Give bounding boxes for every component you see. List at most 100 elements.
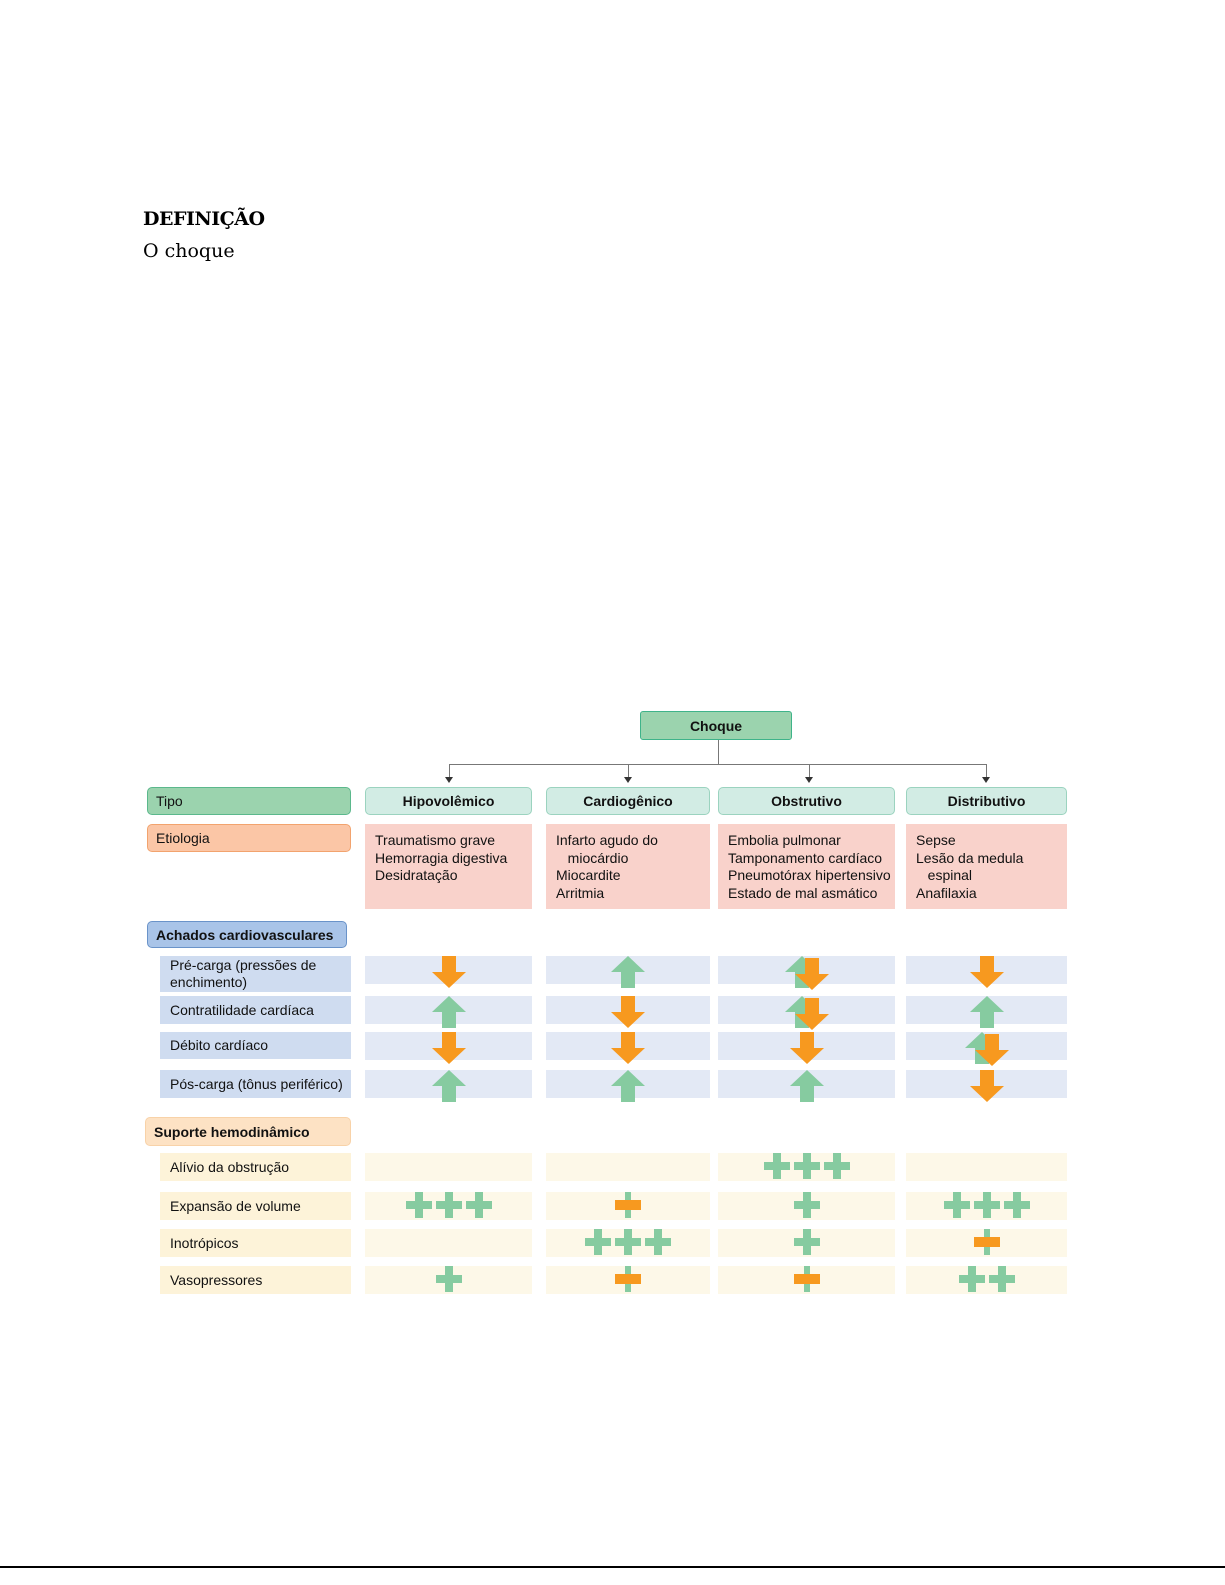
plus-icon [645, 1228, 671, 1258]
plus-icon [793, 1152, 820, 1182]
arrow-up-icon [789, 1070, 824, 1105]
plus-icon [435, 1191, 462, 1221]
support-cell [906, 1228, 1067, 1258]
support-label: Expansão de volume [160, 1192, 351, 1220]
support-cell [906, 1153, 1067, 1181]
etiologia-label: Etiologia [147, 824, 351, 852]
finding-cell [718, 996, 895, 1030]
plus-icon [1003, 1191, 1030, 1221]
finding-cell [906, 956, 1067, 988]
support-cell [906, 1191, 1067, 1221]
connector [449, 764, 987, 765]
finding-label: Débito cardíaco [160, 1032, 351, 1059]
plus-icon [823, 1152, 850, 1182]
plus-minus-icon [973, 1228, 1000, 1258]
section-heading: DEFINIÇÃO [143, 208, 265, 230]
plus-icon [763, 1152, 790, 1182]
support-cell [546, 1228, 710, 1258]
arrow-up-icon [611, 1070, 645, 1105]
support-cell [546, 1153, 710, 1181]
support-label: Inotrópicos [160, 1229, 351, 1257]
plus-icon [793, 1191, 820, 1221]
plus-icon [615, 1228, 641, 1258]
plus-icon [435, 1265, 462, 1295]
arrow-down-icon [789, 1032, 824, 1067]
type-2: Obstrutivo [718, 787, 895, 815]
type-0: Hipovolêmico [365, 787, 532, 815]
finding-cell [546, 956, 710, 988]
arrowhead-icon [982, 777, 990, 783]
arrow-down-icon [794, 958, 829, 993]
tipo-label: Tipo [147, 787, 351, 815]
finding-label: Pré-carga (pressões de enchimento) [160, 956, 351, 992]
finding-cell [718, 1070, 895, 1102]
connector [718, 740, 719, 764]
finding-cell [546, 996, 710, 1028]
finding-label: Contratilidade cardíaca [160, 996, 351, 1024]
plus-icon [793, 1228, 820, 1258]
type-1: Cardiogênico [546, 787, 710, 815]
support-cell [365, 1229, 532, 1257]
paragraph: O choque [143, 240, 235, 262]
arrow-down-icon [974, 1034, 1009, 1069]
page-bottom-rule [0, 1566, 1225, 1568]
arrow-up-icon [969, 996, 1004, 1031]
plus-icon [465, 1191, 492, 1221]
finding-cell [906, 1032, 1067, 1066]
etiology-0: Traumatismo grave Hemorragia digestiva D… [365, 824, 532, 909]
arrow-up-icon [431, 1070, 466, 1105]
support-label: Vasopressores [160, 1266, 351, 1294]
root-node: Choque [640, 711, 792, 740]
finding-cell [365, 1070, 532, 1102]
support-cell [365, 1191, 532, 1221]
plus-icon [988, 1265, 1015, 1295]
suporte-label: Suporte hemodinâmico [145, 1117, 351, 1146]
plus-minus-icon [615, 1265, 641, 1295]
finding-label: Pós-carga (tônus periférico) [160, 1070, 351, 1098]
finding-cell [718, 1032, 895, 1064]
connector [809, 764, 810, 778]
plus-icon [958, 1265, 985, 1295]
arrowhead-icon [445, 777, 453, 783]
support-cell [365, 1265, 532, 1295]
support-cell [546, 1191, 710, 1221]
etiology-3: Sepse Lesão da medula espinal Anafilaxia [906, 824, 1067, 909]
arrowhead-icon [624, 777, 632, 783]
plus-icon [973, 1191, 1000, 1221]
plus-icon [585, 1228, 611, 1258]
connector [628, 764, 629, 778]
etiology-1: Infarto agudo do miocárdio Miocardite Ar… [546, 824, 710, 909]
achados-label: Achados cardiovasculares [147, 921, 347, 948]
finding-cell [365, 956, 532, 988]
arrow-up-icon [431, 996, 466, 1031]
arrow-down-icon [431, 1032, 466, 1067]
type-3: Distributivo [906, 787, 1067, 815]
finding-cell [365, 1032, 532, 1064]
plus-minus-icon [793, 1265, 820, 1295]
support-cell [718, 1265, 895, 1295]
connector [449, 764, 450, 778]
plus-icon [405, 1191, 432, 1221]
finding-cell [365, 996, 532, 1028]
support-cell [718, 1191, 895, 1221]
finding-cell [546, 1070, 710, 1102]
arrow-down-icon [969, 1070, 1004, 1105]
plus-minus-icon [615, 1191, 641, 1221]
arrow-down-icon [969, 956, 1004, 991]
support-cell [546, 1265, 710, 1295]
etiology-2: Embolia pulmonar Tamponamento cardíaco P… [718, 824, 895, 909]
support-cell [718, 1228, 895, 1258]
arrow-up-icon [611, 956, 645, 991]
arrow-down-icon [611, 1032, 645, 1067]
arrowhead-icon [805, 777, 813, 783]
arrow-down-icon [611, 996, 645, 1031]
arrow-down-icon [794, 998, 829, 1033]
finding-cell [718, 956, 895, 990]
support-cell [718, 1152, 895, 1182]
support-cell [906, 1265, 1067, 1295]
finding-cell [906, 996, 1067, 1028]
support-label: Alívio da obstrução [160, 1153, 351, 1181]
connector [986, 764, 987, 778]
finding-cell [546, 1032, 710, 1064]
